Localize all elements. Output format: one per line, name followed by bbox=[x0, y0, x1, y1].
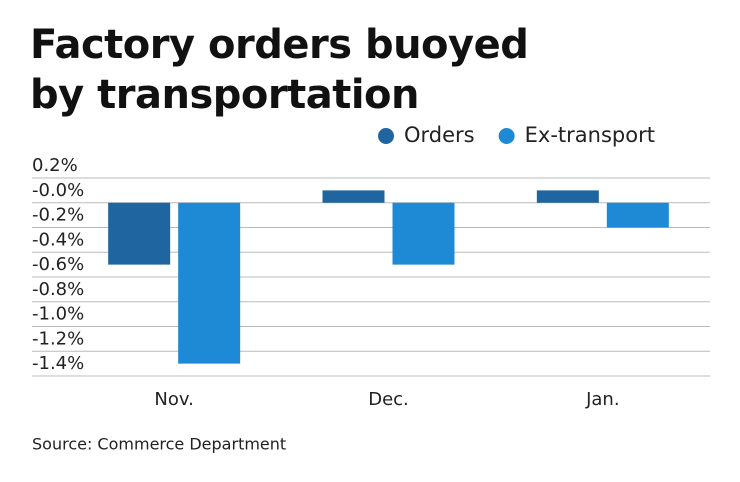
y-tick-label: -1.4% bbox=[32, 353, 84, 374]
y-tick-label: -0.8% bbox=[32, 279, 84, 300]
x-tick-label: Jan. bbox=[585, 389, 619, 410]
bar bbox=[322, 190, 385, 203]
y-tick-label: 0.2% bbox=[32, 155, 78, 176]
y-tick-label: -0.6% bbox=[32, 254, 84, 275]
legend-marker bbox=[378, 128, 394, 144]
bar bbox=[178, 202, 241, 364]
y-tick-label: -0.2% bbox=[32, 205, 84, 226]
y-tick-label: -1.0% bbox=[32, 304, 84, 325]
y-tick-label: -0.0% bbox=[32, 180, 84, 201]
x-tick-label: Nov. bbox=[154, 389, 193, 410]
source: Source: Commerce Department bbox=[32, 435, 286, 454]
y-tick-label: -1.2% bbox=[32, 328, 84, 349]
bar bbox=[536, 190, 599, 203]
legend-marker bbox=[498, 128, 515, 144]
legend-label: Ex-transport bbox=[525, 123, 655, 147]
chart-title: Factory orders buoyed by transportation bbox=[30, 22, 529, 118]
x-tick-label: Dec. bbox=[368, 389, 409, 410]
bar bbox=[108, 202, 171, 265]
bar bbox=[606, 202, 669, 228]
legend-label: Orders bbox=[404, 123, 475, 147]
bar bbox=[392, 202, 455, 265]
y-tick-label: -0.4% bbox=[32, 229, 84, 250]
